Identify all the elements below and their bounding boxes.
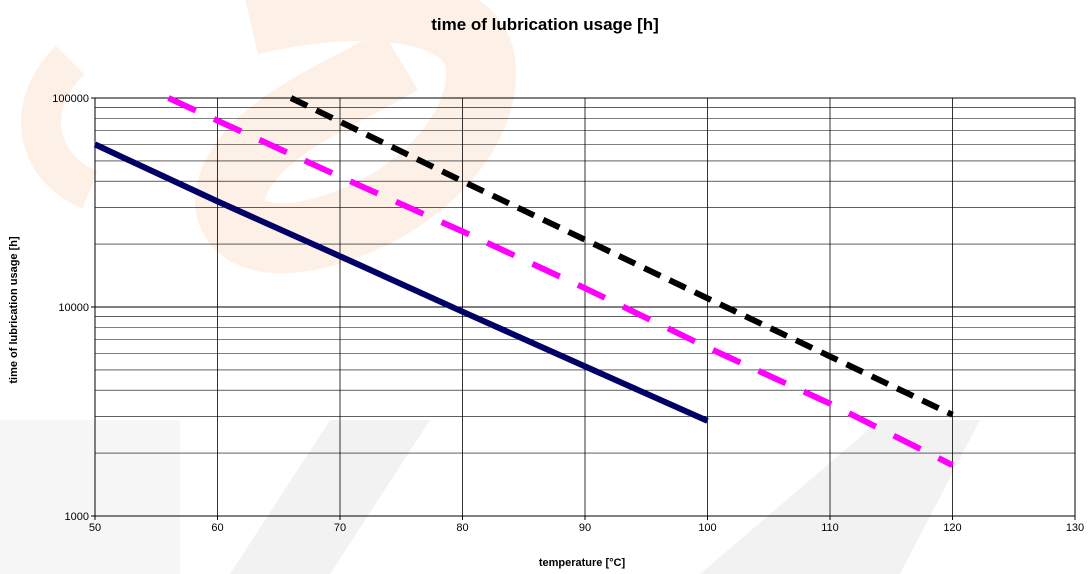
x-tick-label: 130	[1066, 522, 1084, 534]
grid-lines	[94, 97, 1076, 517]
x-tick-label: 80	[456, 522, 468, 534]
y-axis-title: time of lubrication usage [h]	[8, 236, 20, 384]
x-tick-label: 110	[821, 522, 839, 534]
axes: 50 60 70 80 90 100 110 120 130 1000 10000 100000	[52, 93, 1084, 534]
x-tick-label: 100	[698, 522, 716, 534]
y-tick-label: 100000	[52, 93, 89, 105]
series-lines	[93, 95, 954, 468]
chart-title: time of lubrication usage [h]	[431, 15, 659, 34]
watermark-logo	[0, 0, 980, 574]
series-line-1	[93, 141, 709, 424]
x-tick-label: 60	[211, 522, 223, 534]
x-axis-title: temperature [°C]	[539, 557, 626, 569]
series-line-2	[167, 95, 954, 468]
series-line-3	[289, 95, 954, 418]
x-tick-label: 50	[89, 522, 101, 534]
x-tick-label: 70	[334, 522, 346, 534]
y-tick-label: 10000	[58, 302, 89, 314]
x-tick-label: 90	[579, 522, 591, 534]
x-tick-label: 120	[943, 522, 961, 534]
y-tick-label: 1000	[65, 511, 89, 523]
